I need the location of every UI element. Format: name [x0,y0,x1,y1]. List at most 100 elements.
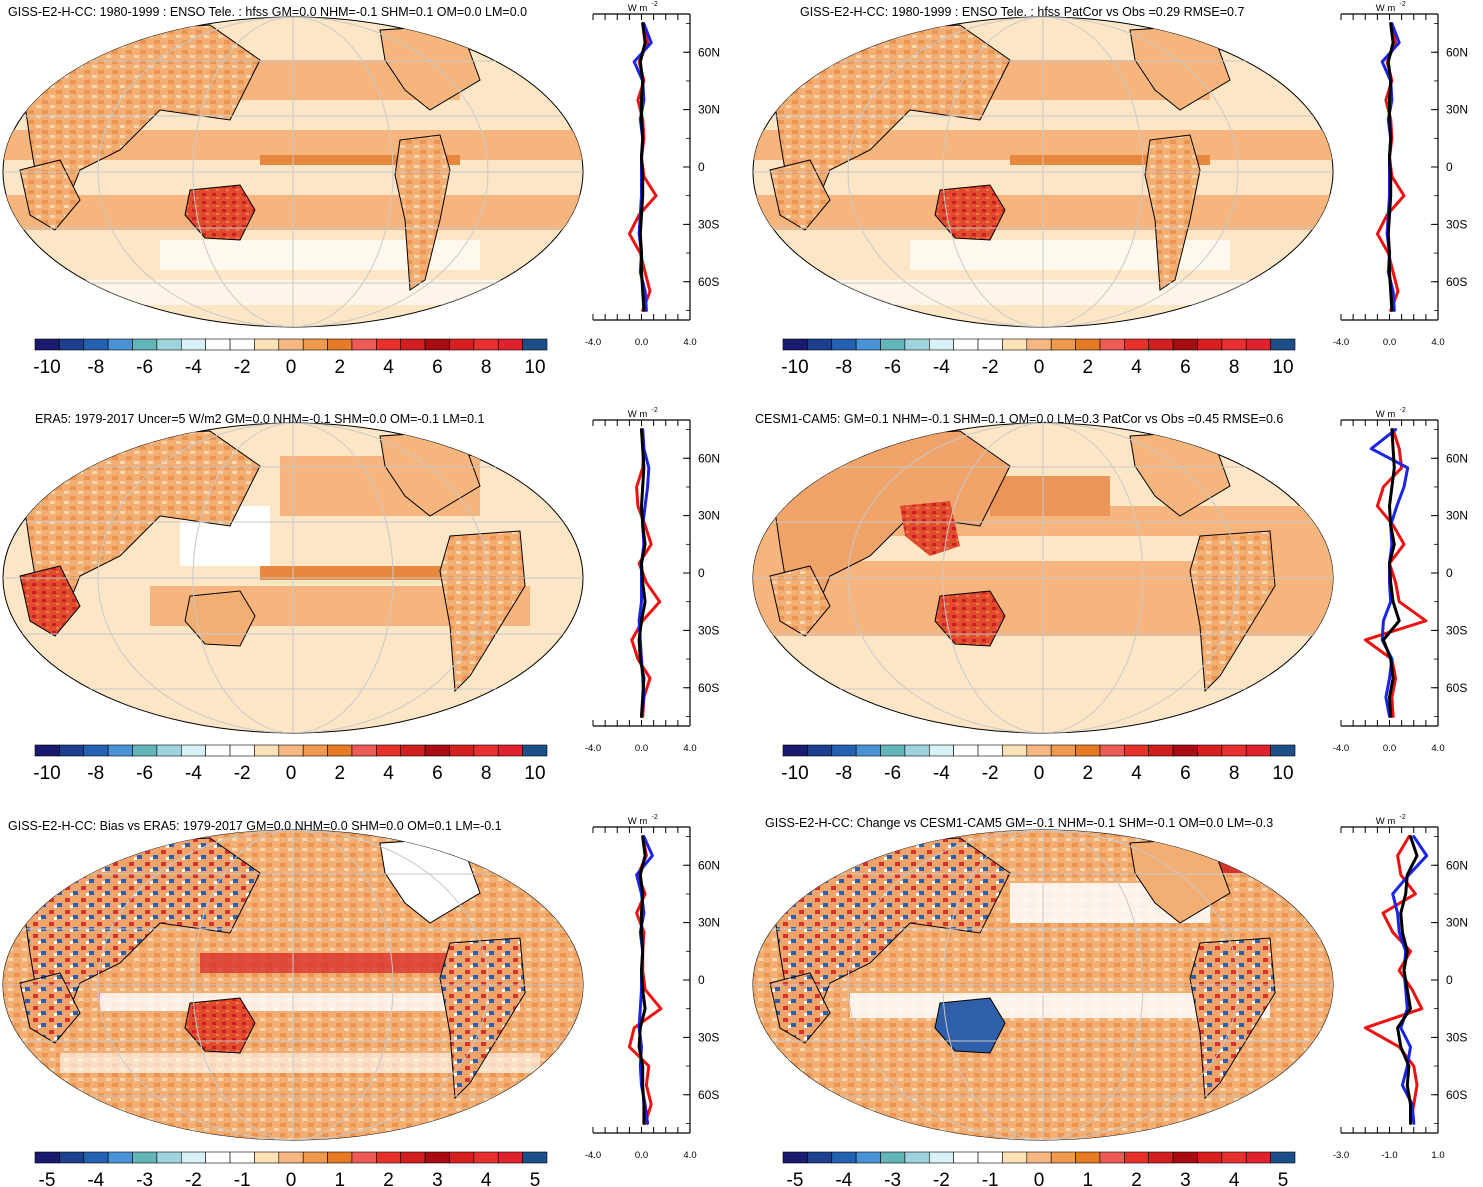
colorbar-swatch [522,744,548,757]
colorbar-swatch [156,1151,182,1164]
colorbar-tick-label: 0 [1034,1170,1045,1187]
profile-x-label: -1.0 [1381,1150,1397,1161]
colorbar-tick-label: -10 [781,763,808,784]
colorbar-swatch [1002,1151,1028,1164]
panel-1-map [752,16,1334,328]
profile-x-label: -3.0 [1333,1150,1349,1161]
colorbar-swatch [1075,1151,1101,1164]
colorbar-swatch [180,744,206,757]
colorbar-swatch [205,338,231,351]
colorbar-tick-label: -4 [87,1170,104,1187]
colorbar-swatch [977,744,1003,757]
colorbar-swatch [376,1151,402,1164]
colorbar-swatch [1197,338,1223,351]
colorbar-tick-label: 2 [1083,763,1094,784]
panel-4-title: GISS-E2-H-CC: Bias vs ERA5: 1979-2017 GM… [8,819,502,833]
colorbar-swatch [156,338,182,351]
panel-2: ERA5: 1979-2017 Uncer=5 W/m2 GM=0.0 NHM=… [2,412,584,734]
colorbar-swatch [229,744,255,757]
colorbar-tick-label: -2 [982,357,999,378]
colorbar-swatch [327,744,353,757]
colorbar-swatch [522,338,548,351]
colorbar-swatch [1197,744,1223,757]
profile-x-label: 1.0 [1431,1150,1444,1161]
profile-x-label: 4.0 [1431,337,1444,348]
colorbar-swatch [34,338,60,351]
profile-x-label: -4.0 [1333,337,1349,348]
profile-units-label: W m [628,409,648,420]
profile-units-exponent: -2 [1400,814,1406,821]
colorbar-swatch [1099,338,1125,351]
colorbar-swatch [473,338,499,351]
panel-5-robinson-globe-map-icon [752,829,1334,1141]
colorbar-swatch [254,338,280,351]
profile-lat-label: 30N [1446,509,1468,523]
colorbar-tick-label: -4 [185,357,202,378]
colorbar-swatch [807,338,833,351]
panel-5-map [752,829,1334,1141]
colorbar-swatch [205,1151,231,1164]
colorbar-tick-label: 1 [1083,1170,1094,1187]
profile-lat-label: 0 [698,566,705,580]
colorbar-tick-label: 0 [1034,763,1045,784]
colorbar-tick-label: 8 [481,357,492,378]
colorbar-swatch [497,338,523,351]
profile-series-black [1381,428,1401,718]
profile-units-label: W m [628,3,648,14]
panel-1-profile: W m -2 -4.0 0.0 4.0 60N 30N 0 30S 60S [1333,1,1468,348]
profile-units-label: W m [1376,409,1396,420]
colorbar-swatch [928,338,954,351]
colorbar-tick-label: -6 [884,763,901,784]
panel-2-title: ERA5: 1979-2017 Uncer=5 W/m2 GM=0.0 NHM=… [35,412,485,426]
colorbar-swatch [1099,744,1125,757]
profile-x-label: -4.0 [1333,743,1349,754]
profile-lat-label: 60N [1446,451,1468,465]
colorbar-swatch [928,1151,954,1164]
colorbar-tick-label: 2 [1083,357,1094,378]
colorbar-tick-label: -10 [33,763,60,784]
profile-lat-label: 30S [1446,217,1467,231]
colorbar-swatch [1270,1151,1296,1164]
profile-series-red [1363,835,1424,1125]
colorbar-swatch [1221,338,1247,351]
profile-series-red [630,428,662,718]
profile-units-label: W m [628,816,648,827]
panel-3-profile: W m -2 -4.0 0.0 4.0 60N 30N 0 30S 60S [1333,407,1468,754]
colorbar-tick-label: -10 [781,357,808,378]
colorbar-tick-label: -5 [39,1170,56,1187]
colorbar-swatch [156,744,182,757]
panel-2-robinson-globe-map-icon [2,422,584,734]
profile-series-blue [1391,835,1429,1125]
colorbar-swatch [1245,338,1271,351]
colorbar-swatch [473,1151,499,1164]
colorbar-swatch [782,338,808,351]
profile-units-exponent: -2 [652,1,658,8]
panel-3-robinson-globe-map-icon [752,422,1334,734]
panel-3: CESM1-CAM5: GM=0.1 NHM=-0.1 SHM=0.1 OM=0… [752,412,1334,734]
colorbar-tick-label: -2 [185,1170,202,1187]
colorbar-swatch [1124,1151,1150,1164]
profile-x-label: 4.0 [683,743,696,754]
colorbar-tick-label: -4 [933,763,950,784]
profile-x-label: -4.0 [585,1150,601,1161]
colorbar-tick-label: 10 [1272,357,1293,378]
profile-series-black [637,428,647,718]
colorbar-tick-label: 8 [481,763,492,784]
colorbar-swatch [1172,338,1198,351]
colorbar-swatch [83,1151,109,1164]
colorbar-swatch [1026,338,1052,351]
profile-x-label: -4.0 [585,743,601,754]
colorbar-tick-label: 2 [1131,1170,1142,1187]
colorbar-swatch [1148,1151,1174,1164]
profile-lat-label: 60S [1446,1088,1467,1102]
colorbar-swatch [1124,744,1150,757]
panel-5-title: GISS-E2-H-CC: Change vs CESM1-CAM5 GM=-0… [765,816,1273,830]
profile-x-label: 0.0 [635,337,648,348]
profile-lat-label: 60N [1446,858,1468,872]
profile-x-label: -4.0 [585,337,601,348]
colorbar-swatch [953,744,979,757]
colorbar-tick-label: 2 [335,357,346,378]
colorbar-tick-label: 8 [1229,357,1240,378]
profile-lat-label: 60N [1446,45,1468,59]
